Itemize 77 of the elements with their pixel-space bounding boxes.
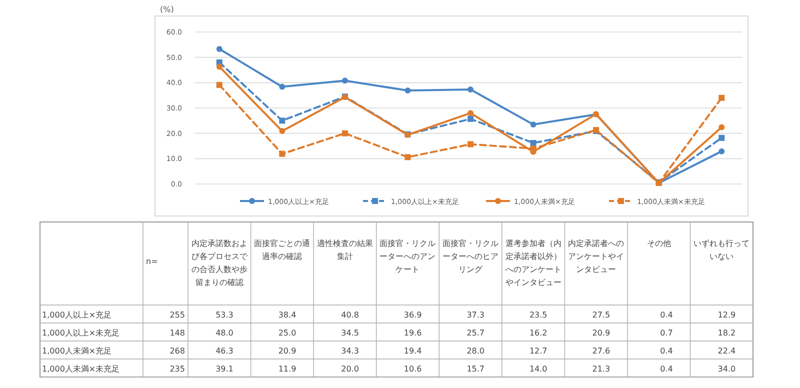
x-tick-label: 面接官・リクルーターへのヒアリング [441, 238, 500, 276]
data-label: 25.0 [278, 328, 296, 338]
data-label: 34.0 [718, 364, 736, 374]
data-label: 22.4 [718, 346, 736, 356]
data-label: 12.9 [718, 310, 736, 320]
data-label: 27.5 [592, 310, 610, 320]
text: 235 [170, 364, 185, 374]
point [279, 150, 286, 157]
data-label: 11.9 [278, 364, 296, 374]
point [718, 148, 725, 154]
point [279, 84, 286, 90]
data-label: 0.4 [660, 310, 673, 320]
point [404, 88, 411, 94]
data-label: 53.3 [216, 310, 234, 320]
data-label: 20.9 [592, 328, 610, 338]
data-label: 0.7 [660, 328, 673, 338]
point [216, 46, 222, 52]
data-label: 34.3 [341, 346, 359, 356]
data-label: 15.7 [466, 364, 484, 374]
data-label: 40.8 [341, 310, 359, 320]
data-label: 12.7 [529, 346, 548, 356]
point [530, 146, 536, 152]
data-label: 16.2 [529, 328, 548, 338]
data-label: 0.4 [660, 364, 673, 374]
point [342, 78, 348, 84]
data-label: 37.3 [466, 310, 484, 320]
point [216, 64, 222, 70]
data-label: 23.5 [529, 310, 548, 320]
data-label: 38.4 [278, 310, 296, 320]
text: 1,000人以上×充足 [42, 310, 112, 320]
x-tick-label: 面接官ごとの通過率の確認 [253, 238, 312, 263]
x-tick-label: 選考参加者（内定承諾者以外）へのアンケートやインタビュー [504, 238, 562, 289]
x-tick-label: 内定承諾者へのアンケートやインタビュー [567, 238, 626, 276]
point [718, 94, 725, 101]
x-tick-label: 内定承諾数および各プロセスでの合否人数や歩留まりの確認 [190, 238, 248, 289]
point [404, 154, 411, 160]
text: 1,000人以上×未充足 [42, 328, 120, 338]
data-label: 20.9 [278, 346, 296, 356]
point [468, 86, 474, 93]
text: 148 [170, 328, 185, 338]
point [718, 124, 725, 130]
data-label: 19.6 [404, 328, 422, 338]
text: 1,000人未満×充足 [42, 346, 112, 356]
data-label: 14.0 [529, 364, 548, 374]
data-label: 28.0 [466, 346, 484, 356]
text: 1,000人未満×未充足 [42, 364, 120, 374]
x-tick-label: その他 [646, 238, 672, 250]
x-tick-label: 適性検査の結果集計 [316, 238, 374, 263]
data-label: 19.4 [404, 346, 422, 356]
x-tick-label: 面接官・リクルーターへのアンケート [378, 238, 437, 276]
point [216, 82, 222, 88]
point [530, 140, 536, 146]
point [468, 110, 474, 116]
y-axis-title: (%) [160, 5, 174, 14]
data-label: 20.0 [341, 364, 359, 374]
text: 255 [170, 310, 185, 320]
data-label: 25.7 [466, 328, 484, 338]
data-label: 39.1 [216, 364, 234, 374]
text: 268 [170, 346, 185, 356]
point [718, 134, 725, 141]
data-label: 48.0 [216, 328, 234, 338]
point [468, 116, 474, 122]
point [342, 130, 348, 136]
point [279, 118, 286, 124]
x-tick-label: いずれも行っていない [692, 238, 751, 263]
data-label: 10.6 [404, 364, 422, 374]
data-label: 27.6 [592, 346, 610, 356]
data-label: 0.4 [660, 346, 673, 356]
data-label: 21.3 [592, 364, 610, 374]
data-label: 46.3 [216, 346, 234, 356]
point [279, 128, 286, 134]
point [530, 121, 536, 128]
point [468, 141, 474, 148]
data-label: 36.9 [404, 310, 422, 320]
text: n= [146, 257, 158, 266]
data-label: 34.5 [341, 328, 359, 338]
data-label: 18.2 [718, 328, 736, 338]
